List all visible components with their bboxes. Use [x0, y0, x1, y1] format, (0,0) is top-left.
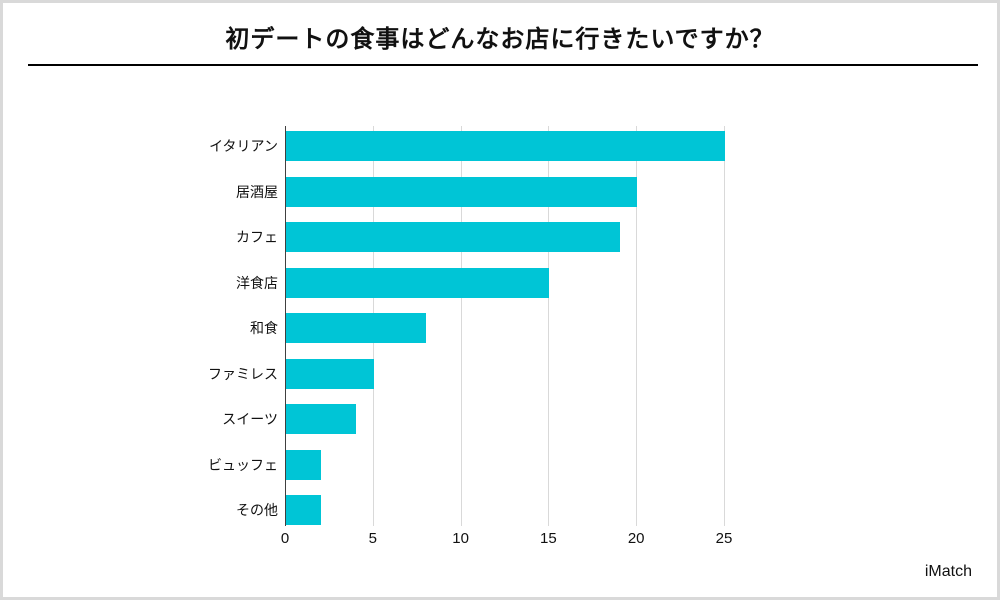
x-tick-label: 15 — [540, 530, 557, 547]
gridline — [636, 126, 638, 526]
category-label: その他 — [236, 502, 278, 518]
bar — [286, 495, 322, 525]
x-tick-label: 25 — [715, 530, 733, 547]
bar-chart: イタリアン居酒屋カフェ洋食店和食ファミレススイーツビュッフェその他 0 5 10 15… — [3, 3, 997, 597]
x-tick-label: 20 — [627, 530, 645, 547]
bar — [286, 404, 357, 434]
bar — [286, 449, 322, 480]
category-label: スイーツ — [222, 411, 278, 427]
bar — [286, 358, 374, 389]
bar — [286, 176, 638, 207]
bar — [286, 131, 725, 161]
category-label: 居酒屋 — [236, 183, 278, 200]
x-tick-label: 0 — [280, 530, 290, 547]
category-label: イタリアン — [209, 138, 278, 154]
category-label: 洋食店 — [236, 274, 278, 291]
x-tick-label: 5 — [368, 530, 377, 547]
gridline — [548, 126, 550, 526]
bar — [286, 313, 427, 343]
brand-watermark: iMatch — [924, 563, 972, 580]
y-axis-line — [285, 126, 286, 526]
x-tick-label: 10 — [452, 530, 469, 547]
page-title: 初デートの食事はどんなお店に行きたいですか？ — [225, 26, 775, 53]
gridline — [460, 126, 462, 526]
bar — [286, 222, 620, 252]
category-label: ビュッフェ — [208, 456, 278, 473]
gridline — [724, 126, 725, 526]
category-label: 和食 — [250, 320, 278, 336]
category-label: カフェ — [236, 229, 278, 245]
title-divider — [28, 64, 978, 66]
category-label: ファミレス — [208, 365, 278, 382]
bar — [286, 267, 550, 298]
